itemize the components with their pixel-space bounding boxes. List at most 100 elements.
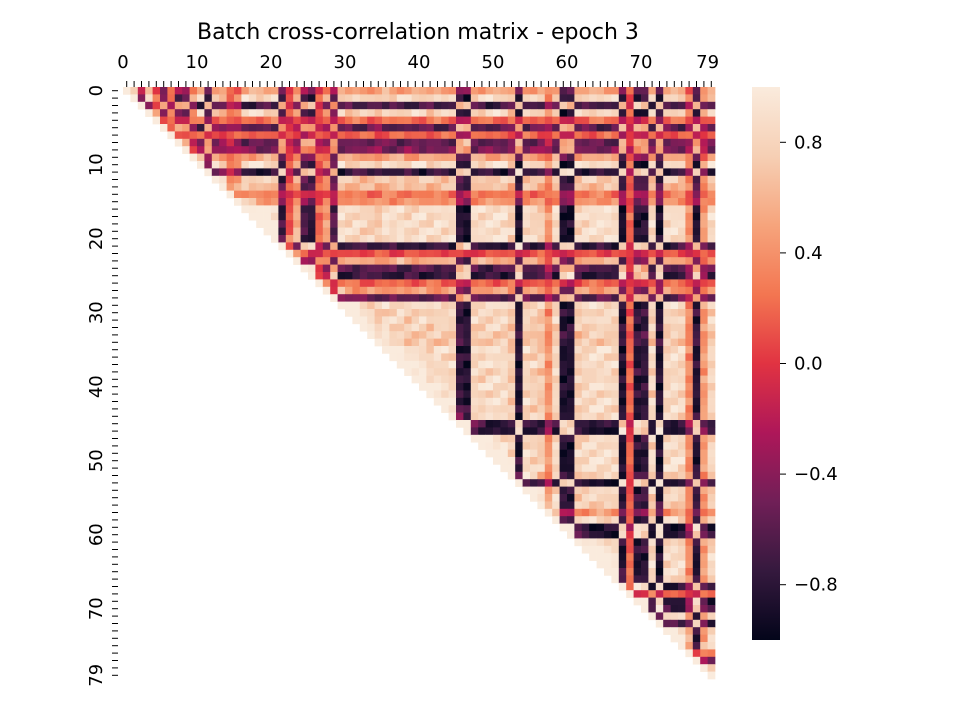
heatmap-cell bbox=[670, 331, 679, 339]
heatmap-cell bbox=[581, 516, 590, 524]
heatmap-cell bbox=[581, 486, 590, 495]
heatmap-cell bbox=[692, 523, 701, 532]
heatmap-cell bbox=[226, 87, 235, 95]
x-axis: 0 10 20 30 40 50 60 70 79 bbox=[117, 52, 719, 87]
heatmap-cell bbox=[559, 131, 568, 140]
heatmap-cell bbox=[707, 198, 716, 206]
heatmap-cell bbox=[463, 346, 472, 354]
heatmap-cell bbox=[219, 153, 227, 162]
heatmap-cell bbox=[663, 464, 671, 473]
heatmap-cell bbox=[404, 272, 412, 280]
heatmap-cell bbox=[581, 109, 590, 117]
heatmap-cell bbox=[685, 101, 694, 110]
heatmap-cell bbox=[633, 131, 642, 140]
heatmap-cell bbox=[448, 264, 457, 273]
heatmap-cell bbox=[670, 390, 679, 399]
heatmap-cell bbox=[567, 264, 575, 273]
heatmap-cell bbox=[604, 360, 612, 369]
heatmap-cell bbox=[707, 619, 716, 628]
heatmap-cell bbox=[456, 227, 464, 236]
heatmap-cell bbox=[137, 87, 146, 95]
heatmap-cell bbox=[463, 101, 472, 110]
heatmap-cell bbox=[485, 368, 494, 376]
heatmap-cell bbox=[441, 131, 449, 140]
heatmap-cell bbox=[700, 664, 708, 672]
heatmap-cell bbox=[389, 168, 398, 177]
heatmap-cell bbox=[559, 323, 568, 332]
heatmap-cell bbox=[419, 294, 427, 302]
heatmap-cell bbox=[552, 397, 560, 406]
heatmap-cell bbox=[160, 124, 168, 132]
heatmap-cell bbox=[604, 338, 612, 347]
heatmap-cell bbox=[123, 87, 131, 95]
heatmap-cell bbox=[626, 146, 634, 154]
heatmap-cell bbox=[707, 656, 716, 665]
heatmap-cell bbox=[626, 264, 634, 273]
colorbar-axis: 0.80.40.0−0.4−0.8 bbox=[780, 132, 838, 596]
heatmap-cell bbox=[596, 368, 605, 376]
heatmap-cell bbox=[678, 619, 686, 628]
heatmap-cell bbox=[441, 353, 449, 362]
heatmap-cell bbox=[574, 279, 583, 288]
heatmap-cell bbox=[618, 568, 627, 576]
heatmap-cell bbox=[567, 331, 575, 339]
heatmap-cell bbox=[707, 205, 716, 214]
heatmap-cell bbox=[700, 516, 708, 524]
heatmap-cell bbox=[463, 405, 472, 413]
heatmap-cell bbox=[448, 309, 457, 317]
heatmap-cell bbox=[441, 227, 449, 236]
heatmap-cell bbox=[211, 175, 220, 184]
heatmap-cell bbox=[685, 464, 694, 473]
heatmap-cell bbox=[618, 257, 627, 265]
heatmap-cell bbox=[544, 346, 553, 354]
heatmap-cell bbox=[426, 161, 435, 169]
heatmap-cell bbox=[211, 131, 220, 140]
heatmap-cell bbox=[389, 131, 398, 140]
heatmap-cell bbox=[433, 153, 442, 162]
heatmap-cell bbox=[567, 220, 575, 228]
heatmap-cell bbox=[160, 94, 168, 103]
heatmap-cell bbox=[433, 346, 442, 354]
heatmap-cell bbox=[692, 656, 701, 665]
heatmap-cell bbox=[456, 124, 464, 132]
heatmap-cell bbox=[404, 316, 412, 325]
heatmap-cell bbox=[700, 353, 708, 362]
heatmap-cell bbox=[337, 146, 346, 154]
heatmap-cell bbox=[285, 235, 294, 243]
heatmap-cell bbox=[685, 212, 694, 221]
heatmap-cell bbox=[670, 294, 679, 302]
heatmap-cell bbox=[552, 309, 560, 317]
heatmap-cell bbox=[655, 457, 664, 465]
heatmap-cell bbox=[248, 146, 257, 154]
heatmap-cell bbox=[463, 190, 472, 199]
heatmap-cell bbox=[596, 146, 605, 154]
heatmap-cell bbox=[189, 131, 198, 140]
heatmap-cell bbox=[685, 198, 694, 206]
heatmap-cell bbox=[655, 161, 664, 169]
heatmap-cell bbox=[493, 383, 501, 391]
heatmap-cell bbox=[552, 168, 560, 177]
heatmap-cell bbox=[700, 553, 708, 561]
heatmap-cell bbox=[241, 190, 250, 199]
heatmap-cell bbox=[248, 175, 257, 184]
heatmap-cell bbox=[522, 220, 531, 228]
heatmap-cell bbox=[463, 220, 472, 228]
heatmap-cell bbox=[493, 94, 501, 103]
heatmap-cell bbox=[456, 294, 464, 302]
heatmap-cell bbox=[485, 353, 494, 362]
heatmap-cell bbox=[433, 286, 442, 295]
heatmap-cell bbox=[433, 301, 442, 310]
heatmap-cell bbox=[670, 190, 679, 199]
heatmap-cell bbox=[337, 205, 346, 214]
heatmap-cell bbox=[685, 168, 694, 177]
heatmap-cell bbox=[604, 242, 612, 251]
heatmap-cell bbox=[604, 94, 612, 103]
heatmap-cell bbox=[382, 146, 390, 154]
heatmap-cell bbox=[300, 153, 309, 162]
heatmap-cell bbox=[692, 375, 701, 384]
heatmap-cell bbox=[655, 434, 664, 443]
heatmap-cell bbox=[382, 161, 390, 169]
heatmap-cell bbox=[441, 190, 449, 199]
heatmap-cell bbox=[448, 235, 457, 243]
heatmap-cell bbox=[507, 87, 516, 95]
